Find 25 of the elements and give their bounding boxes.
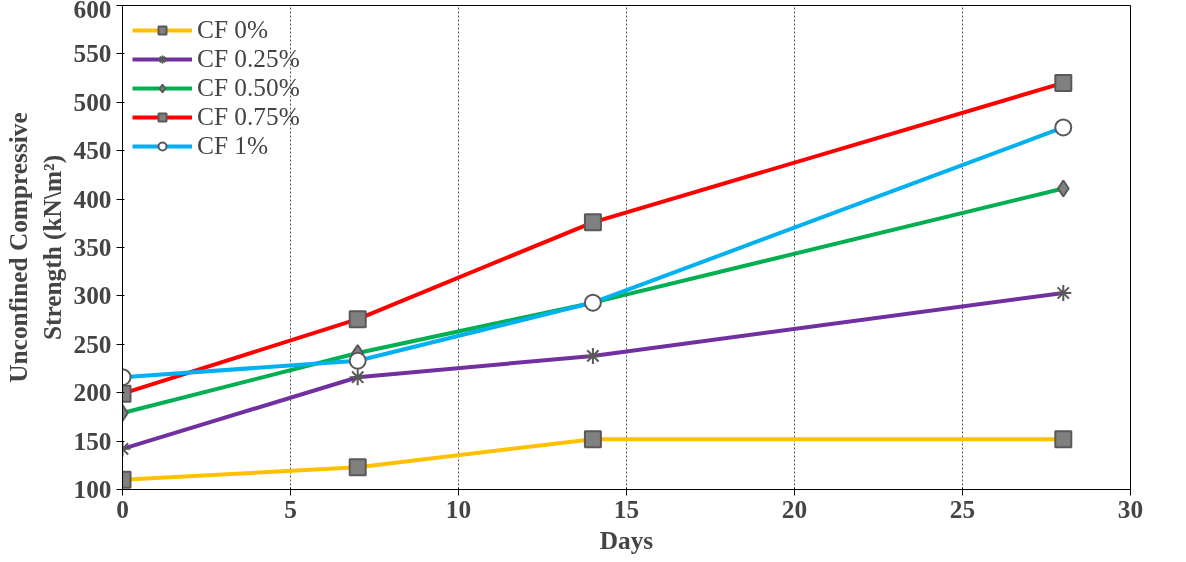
y-tick-label: 350 (73, 233, 112, 261)
legend-label: CF 0.25% (197, 44, 300, 73)
x-tick-label: 10 (445, 494, 472, 523)
y-tick-label: 600 (73, 0, 112, 23)
x-tick-label: 5 (284, 494, 297, 523)
y-tick-label: 400 (73, 184, 112, 213)
x-tick-label: 25 (949, 494, 976, 523)
y-tick-label: 550 (73, 39, 112, 68)
x-tick-label: 20 (781, 494, 808, 523)
x-tick-label: 30 (1117, 494, 1144, 523)
x-tick-label: 0 (116, 494, 129, 523)
x-axis-title: Days (599, 525, 654, 554)
y-tick-label: 300 (73, 281, 112, 310)
legend-label: CF 1% (197, 131, 269, 160)
y-tick-label: 500 (73, 87, 112, 116)
legend-label: CF 0% (197, 15, 269, 44)
y-axis-title: Unconfined Compressive Strength (kN\m²) (3, 112, 67, 383)
x-tick-label: 15 (613, 494, 640, 523)
y-tick-label: 100 (73, 475, 112, 503)
y-tick-label: 150 (73, 426, 112, 455)
y-tick-label: 250 (73, 329, 112, 358)
y-tick-label: 450 (73, 136, 112, 165)
legend-label: CF 0.50% (197, 73, 300, 102)
y-tick-label: 200 (73, 378, 112, 407)
legend-label: CF 0.75% (197, 102, 300, 131)
